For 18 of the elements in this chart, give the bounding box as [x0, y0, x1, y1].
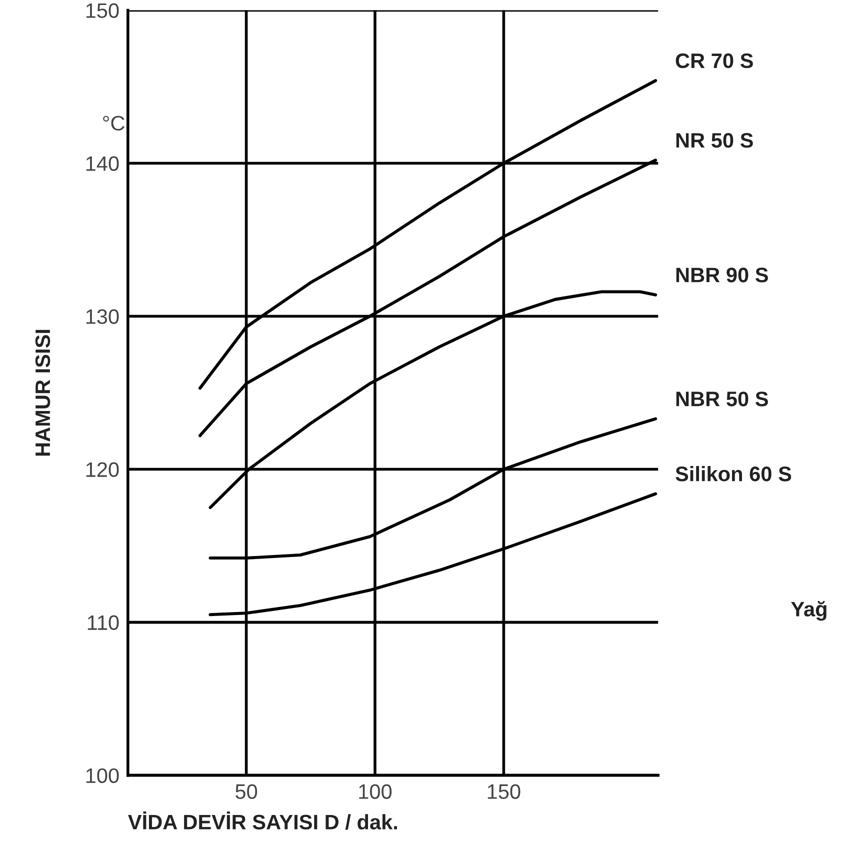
series-label: Silikon 60 S	[676, 466, 792, 482]
y-axis-title: HAMUR ISISI	[35, 330, 50, 456]
x-axis-title: VİDA DEVİR SAYISI D / dak.	[128, 811, 397, 830]
y-tick-label: 130	[86, 309, 119, 324]
series-label: CR 70 S	[676, 53, 753, 68]
x-tick-label: 100	[359, 784, 392, 799]
x-tick-label: 50	[236, 784, 258, 799]
y-tick-label: 120	[86, 462, 119, 478]
x-tick-label: 150	[488, 784, 520, 799]
y-tick-label: 140	[86, 156, 119, 171]
text: Yağ	[791, 600, 826, 621]
series-label: NR 50 S	[676, 132, 753, 148]
series-label: NBR 50 S	[676, 392, 768, 406]
y-tick-label: 150	[86, 3, 119, 18]
series-label: NBR 90 S	[676, 268, 768, 282]
text: °C	[103, 116, 124, 131]
y-tick-label: 110	[88, 615, 119, 630]
y-tick-label: 100	[86, 768, 119, 784]
